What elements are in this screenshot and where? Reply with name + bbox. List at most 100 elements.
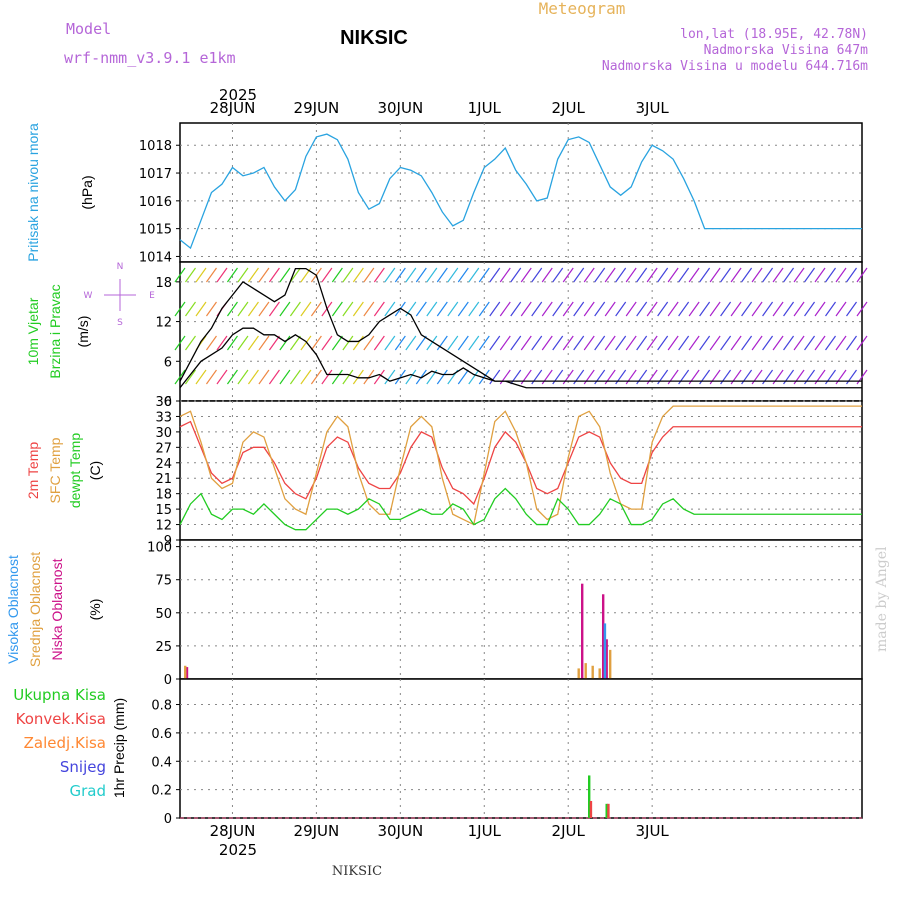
y-tick-label: 12 — [155, 316, 172, 331]
wind-barb — [489, 369, 501, 385]
wind-barb — [552, 301, 564, 317]
x-tick-top: 29JUN — [294, 99, 340, 117]
y-tick-label: 1016 — [139, 195, 172, 210]
wind-barb — [415, 267, 427, 283]
y-tick-label: 0.2 — [151, 784, 172, 799]
wind-barb — [510, 335, 522, 351]
wind-barb — [258, 335, 270, 351]
wind-barb — [856, 267, 868, 283]
wind-barb — [457, 369, 469, 385]
wind-barb — [510, 267, 522, 283]
credit-label: made by Angel — [874, 546, 890, 652]
wind-barb — [699, 335, 711, 351]
legend-item: Zaledj.Kisa — [24, 734, 106, 752]
wind-barb — [436, 369, 448, 385]
y-tick-label: 0 — [164, 812, 172, 827]
wind-barb — [583, 301, 595, 317]
panel-frame — [179, 539, 863, 680]
wind-barb — [730, 301, 742, 317]
wind-barb — [373, 369, 385, 385]
y-tick-label: 0 — [164, 673, 172, 688]
wind-barb — [783, 267, 795, 283]
panel-label: SFC Temp — [47, 437, 63, 503]
panel-frame — [179, 261, 863, 402]
wind-barb — [331, 369, 343, 385]
footer-station: NIKSIC — [332, 864, 382, 879]
wind-barb — [468, 369, 480, 385]
wind-barb — [804, 267, 816, 283]
legend-item: Konvek.Kisa — [16, 710, 106, 728]
wind-barb — [321, 267, 333, 283]
wind-barb — [300, 369, 312, 385]
wind-barb — [720, 335, 732, 351]
wind-barb — [300, 335, 312, 351]
wind-barb — [185, 301, 196, 317]
wind-barb — [352, 301, 364, 317]
y-tick-label: 1015 — [139, 223, 172, 238]
y-tick-label: 33 — [155, 410, 172, 425]
wind-barb — [363, 301, 375, 317]
wind-barb — [730, 335, 742, 351]
wind-barb — [520, 267, 532, 283]
wind-barb — [741, 335, 753, 351]
wind-barb — [531, 335, 543, 351]
wind-barb — [247, 301, 259, 317]
model-label: Model — [66, 20, 111, 38]
series-line-t2m — [179, 420, 862, 506]
bar-cloud_mid — [608, 649, 612, 679]
y-tick-label: 24 — [155, 457, 172, 472]
y-tick-label: 50 — [155, 607, 172, 622]
wind-barb — [394, 267, 406, 283]
legend-item: Ukupna Kisa — [13, 686, 106, 704]
wind-barb — [783, 335, 795, 351]
x-tick-top: 3JUL — [635, 99, 669, 117]
wind-barb — [226, 335, 238, 351]
wind-barb — [268, 369, 280, 385]
wind-barb — [342, 335, 354, 351]
wind-barb — [352, 267, 364, 283]
model-name: wrf-nmm_v3.9.1 e1km — [64, 49, 236, 67]
wind-barb — [279, 267, 291, 283]
wind-barb — [436, 335, 448, 351]
wind-barb — [331, 335, 343, 351]
wind-barb — [793, 301, 805, 317]
wind-barb — [405, 335, 417, 351]
wind-barb — [846, 301, 857, 317]
wind-barb — [489, 301, 501, 317]
panel-frame — [179, 122, 863, 263]
wind-barb — [541, 267, 553, 283]
wind-barb — [342, 267, 354, 283]
wind-barb — [478, 301, 490, 317]
wind-barb — [331, 301, 343, 317]
y-tick-label: 1017 — [139, 167, 172, 182]
wind-barb — [783, 301, 795, 317]
wind-barb — [478, 369, 490, 385]
wind-barb — [415, 335, 427, 351]
wind-barb — [216, 369, 228, 385]
wind-barb — [804, 335, 816, 351]
wind-barb — [825, 335, 837, 351]
wind-barb — [583, 267, 595, 283]
panel-label: 10m Vjetar — [25, 297, 41, 365]
wind-barb — [741, 301, 753, 317]
bar-cloud_high — [603, 623, 607, 679]
wind-barb — [436, 301, 448, 317]
compass-south: S — [117, 318, 123, 328]
wind-barb — [846, 335, 857, 351]
wind-barb — [310, 369, 322, 385]
chart-panels: 28JUN 28JUN 29JUN 29JUN 30JUN 30JUN 1JUL 1JUL 2J… — [5, 99, 868, 840]
wind-barb — [237, 335, 249, 351]
compass-east: E — [149, 291, 155, 301]
wind-barb — [258, 267, 270, 283]
wind-barb — [195, 369, 207, 385]
series-line-gust — [179, 267, 862, 382]
bar-precip_total — [588, 775, 591, 818]
wind-barb — [825, 267, 837, 283]
wind-barb — [174, 335, 186, 351]
wind-barb — [436, 267, 448, 283]
y-tick-label: 6 — [164, 355, 172, 370]
wind-barb — [352, 369, 364, 385]
wind-barb — [678, 301, 690, 317]
wind-barb — [615, 267, 627, 283]
